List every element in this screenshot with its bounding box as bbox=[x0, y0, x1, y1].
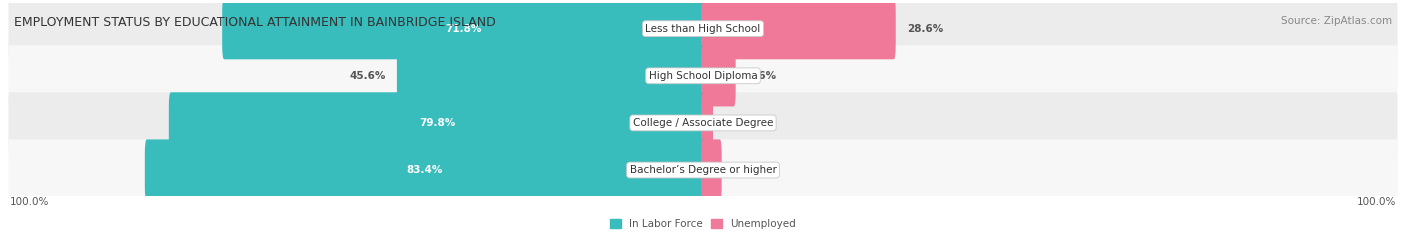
Text: 2.5%: 2.5% bbox=[733, 165, 762, 175]
FancyBboxPatch shape bbox=[702, 0, 896, 59]
Text: College / Associate Degree: College / Associate Degree bbox=[633, 118, 773, 128]
Text: 1.2%: 1.2% bbox=[724, 118, 754, 128]
Text: 83.4%: 83.4% bbox=[406, 165, 443, 175]
Text: Source: ZipAtlas.com: Source: ZipAtlas.com bbox=[1281, 16, 1392, 26]
FancyBboxPatch shape bbox=[396, 45, 704, 106]
Text: 100.0%: 100.0% bbox=[10, 197, 49, 207]
FancyBboxPatch shape bbox=[702, 139, 721, 201]
FancyBboxPatch shape bbox=[8, 0, 1398, 59]
Text: 45.6%: 45.6% bbox=[349, 71, 385, 81]
FancyBboxPatch shape bbox=[222, 0, 704, 59]
Text: Bachelor’s Degree or higher: Bachelor’s Degree or higher bbox=[630, 165, 776, 175]
Text: 28.6%: 28.6% bbox=[907, 24, 943, 34]
Legend: In Labor Force, Unemployed: In Labor Force, Unemployed bbox=[606, 215, 800, 233]
Text: 71.8%: 71.8% bbox=[446, 24, 482, 34]
Text: 100.0%: 100.0% bbox=[1357, 197, 1396, 207]
Text: 79.8%: 79.8% bbox=[419, 118, 456, 128]
Text: High School Diploma: High School Diploma bbox=[648, 71, 758, 81]
FancyBboxPatch shape bbox=[702, 92, 713, 154]
Text: Less than High School: Less than High School bbox=[645, 24, 761, 34]
Text: EMPLOYMENT STATUS BY EDUCATIONAL ATTAINMENT IN BAINBRIDGE ISLAND: EMPLOYMENT STATUS BY EDUCATIONAL ATTAINM… bbox=[14, 16, 496, 29]
FancyBboxPatch shape bbox=[145, 139, 704, 201]
FancyBboxPatch shape bbox=[169, 92, 704, 154]
Text: 4.6%: 4.6% bbox=[747, 71, 776, 81]
FancyBboxPatch shape bbox=[8, 45, 1398, 106]
FancyBboxPatch shape bbox=[8, 92, 1398, 154]
FancyBboxPatch shape bbox=[8, 139, 1398, 201]
FancyBboxPatch shape bbox=[702, 45, 735, 106]
